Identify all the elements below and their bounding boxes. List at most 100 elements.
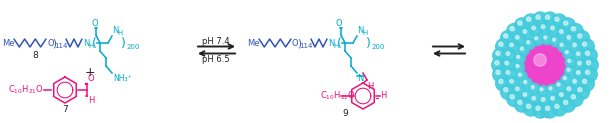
Circle shape bbox=[500, 31, 516, 46]
Circle shape bbox=[544, 36, 547, 39]
Circle shape bbox=[578, 34, 582, 38]
Circle shape bbox=[492, 57, 507, 72]
Circle shape bbox=[561, 97, 575, 112]
Text: ): ) bbox=[52, 38, 56, 48]
Circle shape bbox=[514, 62, 525, 73]
Circle shape bbox=[568, 92, 583, 107]
Text: 114: 114 bbox=[54, 43, 67, 48]
Text: O: O bbox=[47, 38, 54, 47]
Text: 200: 200 bbox=[372, 44, 386, 50]
Circle shape bbox=[499, 79, 503, 84]
Circle shape bbox=[514, 97, 530, 112]
Circle shape bbox=[573, 49, 586, 62]
Circle shape bbox=[531, 85, 534, 89]
Text: pH 6.5: pH 6.5 bbox=[202, 55, 230, 64]
Circle shape bbox=[550, 36, 561, 47]
Circle shape bbox=[493, 67, 508, 82]
Circle shape bbox=[517, 55, 520, 58]
Text: (: ( bbox=[337, 38, 342, 51]
Circle shape bbox=[542, 103, 557, 118]
Text: H: H bbox=[88, 43, 93, 48]
Circle shape bbox=[521, 27, 533, 40]
Circle shape bbox=[552, 101, 567, 116]
Circle shape bbox=[519, 73, 522, 76]
Text: NH₃⁺: NH₃⁺ bbox=[113, 74, 132, 83]
Text: 200: 200 bbox=[127, 44, 140, 50]
Circle shape bbox=[573, 79, 577, 83]
Circle shape bbox=[551, 96, 554, 100]
Circle shape bbox=[496, 76, 511, 91]
Circle shape bbox=[557, 90, 570, 103]
Circle shape bbox=[504, 88, 508, 92]
Circle shape bbox=[529, 83, 540, 94]
Circle shape bbox=[527, 41, 530, 44]
Circle shape bbox=[532, 26, 535, 30]
Circle shape bbox=[555, 104, 559, 108]
Circle shape bbox=[564, 100, 568, 104]
Circle shape bbox=[524, 14, 538, 29]
Circle shape bbox=[523, 30, 527, 33]
Circle shape bbox=[567, 87, 570, 91]
Circle shape bbox=[514, 53, 525, 64]
Text: (: ( bbox=[92, 38, 97, 51]
Circle shape bbox=[505, 61, 508, 65]
Circle shape bbox=[557, 83, 560, 86]
Circle shape bbox=[571, 27, 575, 31]
Text: ): ) bbox=[366, 38, 371, 51]
Circle shape bbox=[549, 87, 552, 90]
Circle shape bbox=[513, 84, 526, 97]
Circle shape bbox=[545, 106, 549, 110]
Circle shape bbox=[567, 68, 570, 71]
Circle shape bbox=[529, 23, 542, 36]
Circle shape bbox=[503, 49, 516, 62]
Circle shape bbox=[564, 84, 577, 97]
Circle shape bbox=[518, 100, 522, 104]
Circle shape bbox=[538, 95, 551, 108]
Text: O: O bbox=[336, 19, 342, 28]
Circle shape bbox=[583, 79, 586, 84]
Circle shape bbox=[559, 93, 563, 96]
Circle shape bbox=[552, 14, 567, 29]
Circle shape bbox=[495, 61, 499, 65]
Text: O: O bbox=[91, 19, 97, 28]
Circle shape bbox=[578, 61, 582, 65]
Circle shape bbox=[548, 94, 561, 107]
Text: N: N bbox=[357, 74, 363, 83]
Text: 10: 10 bbox=[539, 111, 551, 120]
Text: 9: 9 bbox=[342, 108, 348, 117]
Circle shape bbox=[540, 88, 543, 91]
Text: H: H bbox=[88, 96, 94, 105]
Circle shape bbox=[565, 57, 577, 68]
Circle shape bbox=[575, 84, 590, 99]
Text: N: N bbox=[112, 26, 118, 35]
Circle shape bbox=[504, 34, 508, 38]
Circle shape bbox=[532, 34, 543, 46]
Circle shape bbox=[536, 15, 540, 19]
Circle shape bbox=[577, 71, 580, 74]
Circle shape bbox=[563, 48, 574, 59]
Circle shape bbox=[521, 47, 524, 50]
Text: H: H bbox=[380, 92, 386, 100]
Circle shape bbox=[507, 92, 522, 107]
Text: ): ) bbox=[297, 38, 301, 48]
Circle shape bbox=[527, 104, 531, 108]
Text: Me: Me bbox=[247, 38, 259, 47]
Circle shape bbox=[499, 42, 503, 46]
Circle shape bbox=[564, 21, 568, 25]
Circle shape bbox=[565, 66, 576, 77]
Circle shape bbox=[567, 36, 570, 39]
Circle shape bbox=[516, 87, 519, 91]
Circle shape bbox=[521, 78, 532, 89]
Circle shape bbox=[553, 38, 556, 41]
Circle shape bbox=[546, 85, 557, 96]
Circle shape bbox=[551, 26, 554, 30]
Circle shape bbox=[570, 40, 583, 53]
Text: Me: Me bbox=[2, 38, 15, 47]
Circle shape bbox=[496, 39, 511, 54]
Text: 8: 8 bbox=[32, 51, 38, 60]
Circle shape bbox=[513, 33, 526, 46]
Text: N: N bbox=[328, 38, 334, 47]
Text: +: + bbox=[84, 67, 95, 79]
Circle shape bbox=[557, 27, 570, 40]
Circle shape bbox=[577, 52, 580, 55]
